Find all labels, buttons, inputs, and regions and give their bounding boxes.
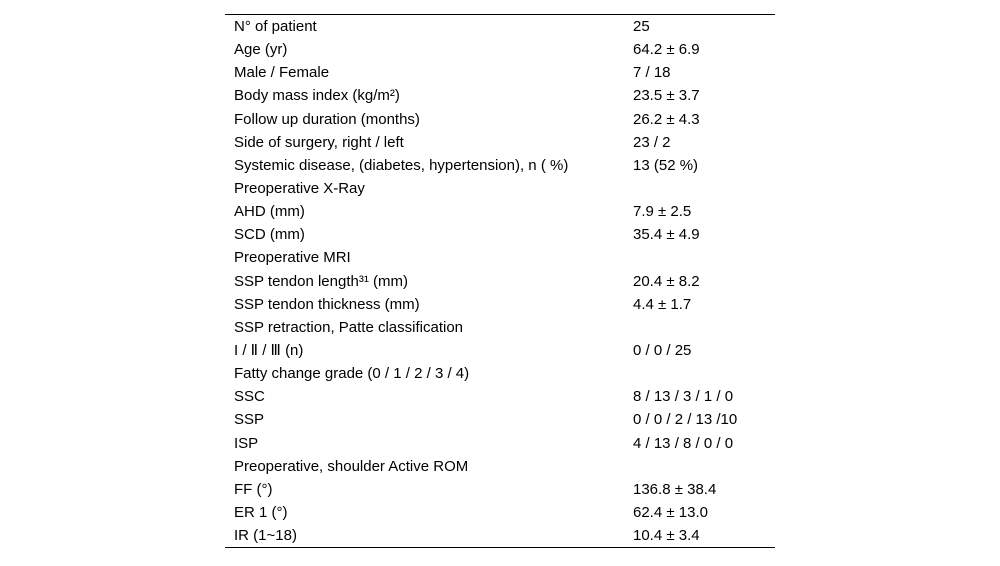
row-label: Fatty change grade (0 / 1 / 2 / 3 / 4) [234,365,470,383]
table-row: SSP retraction, Patte classification [225,316,775,339]
table-row: ISP 4 / 13 / 8 / 0 / 0 [225,432,775,455]
table-row: SSC 8 / 13 / 3 / 1 / 0 [225,385,775,408]
row-label: AHD (mm) [234,203,305,221]
patient-demographics-table: N° of patient 25 Age (yr) 64.2 ± 6.9 Male / … [225,14,775,549]
row-label: Male / Female [234,64,330,82]
row-label: Follow up duration (months) [234,110,420,128]
row-value: 10.4 ± 3.4 [633,527,700,545]
row-label: SSP tendon thickness (mm) [234,295,420,313]
table-row: Preoperative, shoulder Active ROM [225,455,775,478]
row-label: IR (1~18) [234,527,297,545]
table-row: Male / Female 7 / 18 [225,61,775,84]
table-row: SSP tendon thickness (mm) 4.4 ± 1.7 [225,293,775,316]
table-row: I / Ⅱ / Ⅲ (n) 0 / 0 / 25 [225,339,775,362]
table-row: Systemic disease, (diabetes, hypertensio… [225,154,775,177]
row-label: SCD (mm) [234,226,305,244]
row-label: ER 1 (°) [234,503,288,521]
table-row: SSP tendon length³¹ (mm) 20.4 ± 8.2 [225,270,775,293]
table-row: SCD (mm) 35.4 ± 4.9 [225,223,775,246]
table-row: Follow up duration (months) 26.2 ± 4.3 [225,108,775,131]
table-row: Preoperative X-Ray [225,177,775,200]
table-top-rule [225,14,775,15]
row-label: Systemic disease, (diabetes, hypertensio… [234,156,569,174]
table-row: FF (°) 136.8 ± 38.4 [225,478,775,501]
table-row: IR (1~18) 10.4 ± 3.4 [225,524,775,547]
row-value: 23 / 2 [633,133,671,151]
row-label: Body mass index (kg/m²) [234,87,400,105]
row-label: Preoperative, shoulder Active ROM [234,457,469,475]
row-label: SSP tendon length³¹ (mm) [234,272,408,290]
row-value: 4 / 13 / 8 / 0 / 0 [633,434,734,452]
row-label: FF (°) [234,480,273,498]
row-label: Preoperative MRI [234,249,351,267]
table-row: Body mass index (kg/m²) 23.5 ± 3.7 [225,84,775,107]
row-value: 35.4 ± 4.9 [633,226,700,244]
row-value: 25 [633,18,650,35]
table-body: N° of patient 25 Age (yr) 64.2 ± 6.9 Male / … [225,15,775,547]
table-row: Age (yr) 64.2 ± 6.9 [225,38,775,61]
table-row: Fatty change grade (0 / 1 / 2 / 3 / 4) [225,362,775,385]
row-label: SSP [234,411,265,429]
row-value: 62.4 ± 13.0 [633,503,708,521]
row-label: Side of surgery, right / left [234,133,404,151]
table-row: Side of surgery, right / left 23 / 2 [225,131,775,154]
row-value: 20.4 ± 8.2 [633,272,700,290]
row-label: Age (yr) [234,41,288,59]
row-value: 7 / 18 [633,64,671,82]
row-value: 8 / 13 / 3 / 1 / 0 [633,388,734,406]
table-row: Preoperative MRI [225,246,775,269]
row-value: 64.2 ± 6.9 [633,41,700,59]
table-row: AHD (mm) 7.9 ± 2.5 [225,200,775,223]
row-value: 0 / 0 / 2 / 13 /10 [633,411,738,429]
table-row: ER 1 (°) 62.4 ± 13.0 [225,501,775,524]
row-value: 7.9 ± 2.5 [633,203,692,221]
table-bottom-rule [225,547,775,549]
row-label: ISP [234,434,259,452]
row-label: SSP retraction, Patte classification [234,318,463,336]
row-label: SSC [234,388,265,406]
row-value: 26.2 ± 4.3 [633,110,700,128]
table-row: N° of patient 25 [225,15,775,38]
table-row: SSP 0 / 0 / 2 / 13 /10 [225,408,775,431]
row-value: 136.8 ± 38.4 [633,480,717,498]
row-value: 13 (52 %) [633,156,699,174]
row-value: 4.4 ± 1.7 [633,295,692,313]
row-value: 23.5 ± 3.7 [633,87,700,105]
row-label: Preoperative X-Ray [234,179,365,197]
row-label: N° of patient [234,18,317,35]
row-value: 0 / 0 / 25 [633,341,692,359]
row-label: I / Ⅱ / Ⅲ (n) [234,341,304,359]
